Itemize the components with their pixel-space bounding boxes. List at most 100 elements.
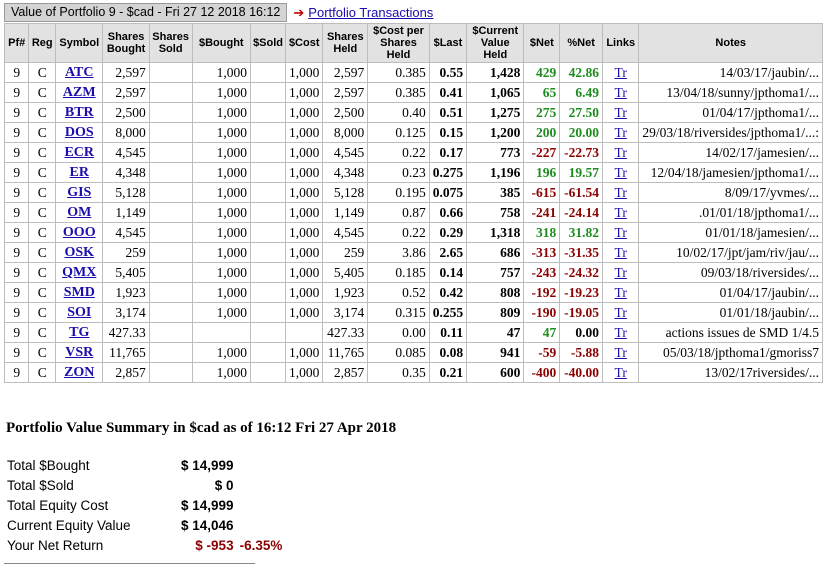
cell-dollar-sold xyxy=(250,162,287,183)
cell-shares-bought: 3,174 xyxy=(102,302,150,323)
col-header-shares-held: Shares Held xyxy=(322,23,369,63)
transactions-link[interactable]: Tr xyxy=(614,224,627,240)
cell-current-value: 1,275 xyxy=(466,102,525,123)
symbol-link[interactable]: OM xyxy=(67,205,92,220)
col-header-pf: Pf# xyxy=(3,23,30,63)
cell-shares-sold xyxy=(148,222,193,243)
transactions-link[interactable]: Tr xyxy=(614,244,627,260)
cell-pct-net: 27.50 xyxy=(559,102,603,123)
cell-dollar-sold xyxy=(250,82,287,103)
cell-shares-bought: 4,348 xyxy=(102,162,150,183)
cell-dollar-bought: 1,000 xyxy=(191,262,252,283)
symbol-link[interactable]: BTR xyxy=(64,105,94,120)
cell-shares-bought: 2,500 xyxy=(102,102,150,123)
cell-dollar-sold xyxy=(250,242,287,263)
transactions-link[interactable]: Tr xyxy=(614,104,627,120)
cell-shares-held: 2,597 xyxy=(322,62,369,83)
symbol-link[interactable]: ZON xyxy=(64,365,95,380)
cell-pct-net: -19.23 xyxy=(559,282,603,303)
transactions-link[interactable]: Tr xyxy=(614,304,627,320)
symbol-link[interactable]: OOO xyxy=(62,225,96,240)
symbol-link[interactable]: ATC xyxy=(64,65,94,80)
cell-pf: 9 xyxy=(3,142,30,163)
cell-current-value: 686 xyxy=(466,242,525,263)
transactions-link[interactable]: Tr xyxy=(614,184,627,200)
transactions-link[interactable]: Tr xyxy=(614,344,627,360)
transactions-link[interactable]: Tr xyxy=(614,124,627,140)
transactions-link[interactable]: Tr xyxy=(614,84,627,100)
cell-dollar-bought: 1,000 xyxy=(191,142,252,163)
cell-shares-bought: 4,545 xyxy=(102,222,150,243)
cell-dollar-sold xyxy=(250,342,287,363)
cell-net: -59 xyxy=(523,342,561,363)
cell-symbol: ATC xyxy=(55,62,104,83)
cell-dollar-sold xyxy=(250,182,287,203)
cell-net: -190 xyxy=(523,302,561,323)
transactions-link[interactable]: Tr xyxy=(614,204,627,220)
symbol-link[interactable]: ER xyxy=(69,165,89,180)
cell-net: 200 xyxy=(523,122,561,143)
table-row: 9 C SOI 3,174 1,000 1,000 3,174 0.315 0.255 809 -1… xyxy=(3,302,823,323)
cell-reg: C xyxy=(28,342,57,363)
cell-dollar-sold xyxy=(250,262,287,283)
col-header-notes: Notes xyxy=(638,23,823,63)
cell-last: 0.15 xyxy=(428,122,468,143)
symbol-link[interactable]: QMX xyxy=(62,265,97,280)
symbol-link[interactable]: DOS xyxy=(64,125,94,140)
symbol-link[interactable]: ECR xyxy=(64,145,95,160)
cell-cost-per-share: 0.87 xyxy=(367,202,430,223)
cell-symbol: OSK xyxy=(55,242,104,263)
transactions-link[interactable]: Tr xyxy=(614,324,627,340)
symbol-link[interactable]: SMD xyxy=(63,285,95,300)
cell-dollar-sold xyxy=(250,282,287,303)
cell-notes: 09/03/18/riversides/... xyxy=(638,262,823,283)
cell-shares-held: 427.33 xyxy=(322,322,369,343)
cell-cost: 1,000 xyxy=(285,362,324,383)
cell-dollar-bought: 1,000 xyxy=(191,102,252,123)
summary-label: Total $Bought xyxy=(7,457,90,473)
cell-shares-bought: 5,128 xyxy=(102,182,150,203)
table-body: 9 C ATC 2,597 1,000 1,000 2,597 0.385 0.55 1,428 4… xyxy=(3,62,823,383)
cell-links: Tr xyxy=(601,282,640,303)
summary-label: Current Equity Value xyxy=(7,517,131,533)
cell-shares-bought: 427.33 xyxy=(102,322,150,343)
transactions-link[interactable]: Tr xyxy=(614,144,627,160)
cell-symbol: TG xyxy=(55,322,104,343)
transactions-link[interactable]: Tr xyxy=(614,164,627,180)
col-header-reg: Reg xyxy=(28,23,57,63)
symbol-link[interactable]: VSR xyxy=(65,345,94,360)
cell-symbol: GIS xyxy=(55,182,104,203)
cell-symbol: ECR xyxy=(55,142,104,163)
symbol-link[interactable]: AZM xyxy=(62,85,96,100)
cell-cost: 1,000 xyxy=(285,262,324,283)
cell-pct-net: 6.49 xyxy=(559,82,603,103)
summary-row: Total $Bought $ 14,999 xyxy=(4,455,285,475)
transactions-link[interactable]: Tr xyxy=(614,364,627,380)
cell-reg: C xyxy=(28,162,57,183)
symbol-link[interactable]: GIS xyxy=(67,185,92,200)
cell-shares-held: 1,923 xyxy=(322,282,369,303)
summary-title: Portfolio Value Summary in $cad as of 16… xyxy=(6,420,397,436)
cell-last: 0.08 xyxy=(428,342,468,363)
symbol-link[interactable]: SOI xyxy=(67,305,92,320)
cell-shares-held: 11,765 xyxy=(322,342,369,363)
cell-shares-sold xyxy=(148,302,193,323)
col-header-cost: $Cost xyxy=(285,23,324,63)
transactions-link[interactable]: Tr xyxy=(614,264,627,280)
cell-links: Tr xyxy=(601,62,640,83)
cell-pf: 9 xyxy=(3,162,30,183)
cell-cost-per-share: 0.22 xyxy=(367,222,430,243)
portfolio-transactions-link[interactable]: Portfolio Transactions xyxy=(308,5,434,20)
table-row: 9 C ECR 4,545 1,000 1,000 4,545 0.22 0.17 773 -227… xyxy=(3,142,823,163)
cell-cost: 1,000 xyxy=(285,102,324,123)
cell-dollar-sold xyxy=(250,122,287,143)
symbol-link[interactable]: TG xyxy=(69,325,90,340)
cell-reg: C xyxy=(28,242,57,263)
cell-shares-bought: 4,545 xyxy=(102,142,150,163)
transactions-link[interactable]: Tr xyxy=(614,284,627,300)
symbol-link[interactable]: OSK xyxy=(64,245,95,260)
cell-dollar-sold xyxy=(250,362,287,383)
cell-notes: 01/01/18/jamesien/... xyxy=(638,222,823,243)
cell-pct-net: -40.00 xyxy=(559,362,603,383)
transactions-link[interactable]: Tr xyxy=(614,64,627,80)
